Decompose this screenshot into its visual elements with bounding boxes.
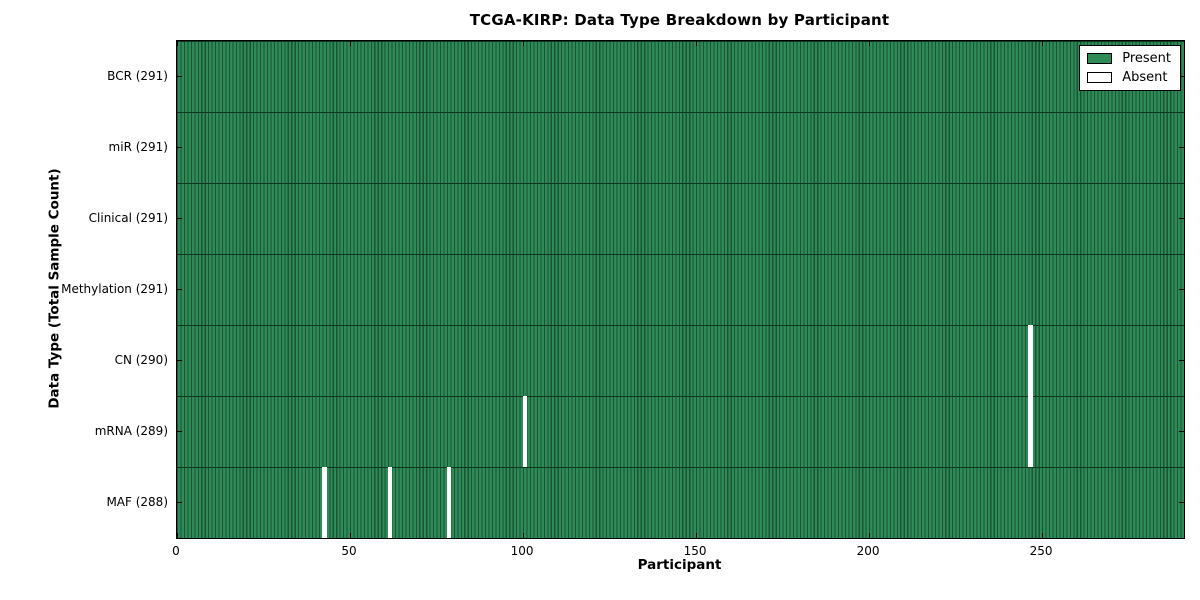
x-tick-top [868,41,870,46]
x-tick-label: 200 [856,544,880,558]
absent-bar [322,467,327,538]
x-tick-bottom [868,533,870,538]
x-tick-label: 250 [1029,544,1053,558]
legend-swatch-absent-icon [1087,72,1113,83]
chart-title: TCGA-KIRP: Data Type Breakdown by Partic… [469,11,890,29]
x-tick-bottom [1041,533,1043,538]
y-tick-label: mRNA (289) [94,423,168,438]
x-tick-top [177,41,178,46]
x-tick-bottom [349,533,351,538]
absent-bar [446,467,452,538]
y-tick-label: MAF (288) [106,494,168,509]
y-tick-left [177,76,182,77]
x-tick-top [695,41,697,46]
x-tick-bottom [522,533,524,538]
legend-swatch-present-icon [1087,53,1113,64]
y-tick-label: CN (290) [114,352,168,367]
x-tick-label: 100 [510,544,534,558]
y-tick-left [177,502,182,503]
legend-item-absent: Absent [1087,70,1171,85]
y-tick-left [177,218,182,219]
legend-label-present: Present [1122,51,1171,66]
y-tick-right [1179,360,1184,361]
legend-label-absent: Absent [1122,70,1168,85]
y-tick-right [1179,76,1184,77]
x-tick-label: 0 [172,544,180,558]
legend: Present Absent [1079,45,1181,91]
y-tick-right [1179,502,1184,503]
x-tick-bottom [695,533,697,538]
y-tick-right [1179,147,1184,148]
y-tick-label: miR (291) [108,139,168,154]
x-tick-label: 150 [683,544,707,558]
x-tick-label: 50 [341,544,357,558]
absent-bar [1028,396,1033,467]
y-tick-left [177,431,182,432]
y-tick-label: BCR (291) [107,68,168,83]
y-tick-left [177,360,182,361]
absent-bar [1028,325,1033,396]
y-tick-right [1179,218,1184,219]
x-axis-label: Participant [637,557,722,573]
x-tick-bottom [177,533,178,538]
x-tick-top [1041,41,1043,46]
plot-area: Present Absent [176,40,1185,539]
y-tick-label: Methylation (291) [61,281,168,296]
x-tick-top [522,41,524,46]
y-tick-right [1179,431,1184,432]
legend-item-present: Present [1087,51,1171,66]
absent-bar [387,467,393,538]
y-tick-label: Clinical (291) [88,210,168,225]
y-tick-left [177,289,182,290]
x-tick-top [349,41,351,46]
absent-bar [522,396,528,467]
y-tick-left [177,147,182,148]
y-tick-right [1179,289,1184,290]
